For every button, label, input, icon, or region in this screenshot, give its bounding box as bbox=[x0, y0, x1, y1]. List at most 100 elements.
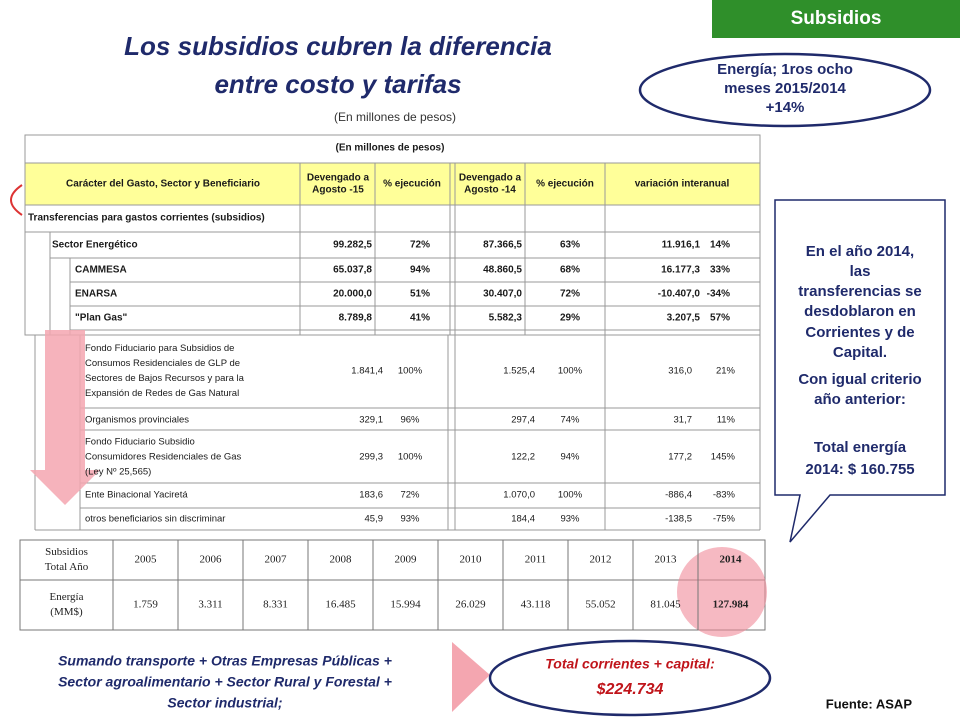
cell: 65.037,8 bbox=[333, 265, 372, 276]
cell: 316,0 bbox=[668, 366, 692, 377]
cell: 2007 bbox=[265, 554, 288, 566]
badge-box bbox=[712, 0, 960, 38]
row-label: Organismos provinciales bbox=[85, 415, 189, 426]
cell: Subsidios bbox=[45, 546, 88, 558]
cell: 183,6 bbox=[359, 490, 383, 501]
row-label: ENARSA bbox=[75, 289, 117, 300]
cell: 87.366,5 bbox=[483, 240, 522, 251]
cell: 184,4 bbox=[511, 514, 535, 525]
cell: -34% bbox=[707, 289, 730, 300]
header-cell: Carácter del Gasto, Sector y Beneficiari… bbox=[66, 179, 260, 190]
cell: 94% bbox=[560, 452, 580, 463]
header-cell: Devengado a bbox=[307, 173, 370, 184]
header-cell: Agosto -15 bbox=[312, 185, 364, 196]
highlight-circle bbox=[677, 547, 767, 637]
row-label: "Plan Gas" bbox=[75, 313, 128, 324]
title-line: Los subsidios cubren la diferencia bbox=[124, 31, 552, 61]
cell: 63% bbox=[560, 240, 580, 251]
cell: 8.331 bbox=[263, 599, 288, 611]
highlight-line: Energía; 1ros ocho bbox=[717, 61, 853, 78]
cell: 100% bbox=[558, 490, 583, 501]
cell: -83% bbox=[713, 490, 736, 501]
callout-line: 2014: $ 160.755 bbox=[805, 461, 914, 478]
cell: 68% bbox=[560, 265, 580, 276]
footer-line: Sumando transporte + Otras Empresas Públ… bbox=[58, 653, 392, 669]
cell: 2005 bbox=[135, 554, 158, 566]
cell: 122,2 bbox=[511, 452, 535, 463]
callout-line: En el año 2014, bbox=[806, 243, 914, 260]
cell: 93% bbox=[400, 514, 420, 525]
cell: 96% bbox=[400, 415, 420, 426]
row-label: Sector Energético bbox=[52, 240, 138, 251]
cell: 55.052 bbox=[585, 599, 615, 611]
cell: 16.177,3 bbox=[661, 265, 700, 276]
cell: 5.582,3 bbox=[489, 313, 523, 324]
row-label: Transferencias para gastos corrientes (s… bbox=[28, 213, 265, 224]
cell: -886,4 bbox=[665, 490, 692, 501]
cell: 100% bbox=[558, 366, 583, 377]
row-label: Sectores de Bajos Recursos y para la bbox=[85, 373, 245, 384]
table-top-grid bbox=[25, 163, 760, 335]
cell: 1.759 bbox=[133, 599, 158, 611]
callout-line: Con igual criterio bbox=[798, 371, 921, 388]
cell: 48.860,5 bbox=[483, 265, 522, 276]
cell: 20.000,0 bbox=[333, 289, 372, 300]
cell: Total Año bbox=[45, 561, 89, 573]
cell: 72% bbox=[560, 289, 580, 300]
cell: 299,3 bbox=[359, 452, 383, 463]
cell: 30.407,0 bbox=[483, 289, 522, 300]
down-arrow bbox=[30, 330, 100, 505]
cell: 41% bbox=[410, 313, 430, 324]
total-value: $224.734 bbox=[596, 681, 664, 698]
right-arrow bbox=[452, 642, 490, 712]
cell: 29% bbox=[560, 313, 580, 324]
cell: 81.045 bbox=[650, 599, 681, 611]
source: Fuente: ASAP bbox=[826, 696, 913, 711]
cell: 177,2 bbox=[668, 452, 692, 463]
cell: -75% bbox=[713, 514, 736, 525]
total-label: Total corrientes + capital: bbox=[545, 656, 714, 672]
cell: 51% bbox=[410, 289, 430, 300]
cell: 94% bbox=[410, 265, 430, 276]
cell: 8.789,8 bbox=[339, 313, 373, 324]
cell: 31,7 bbox=[674, 415, 693, 426]
cell: 3.311 bbox=[198, 599, 222, 611]
decor-arc bbox=[10, 184, 23, 216]
cell: 72% bbox=[410, 240, 430, 251]
row-label: Expansión de Redes de Gas Natural bbox=[85, 388, 239, 399]
header-cell: % ejecución bbox=[536, 179, 594, 190]
callout-line: Total energía bbox=[814, 439, 907, 456]
cell: 1.070,0 bbox=[503, 490, 535, 501]
cell: 2008 bbox=[330, 554, 353, 566]
callout-line: año anterior: bbox=[814, 391, 906, 408]
cell: 2012 bbox=[590, 554, 612, 566]
row-label: (Ley Nº 25,565) bbox=[85, 467, 151, 478]
callout-line: las bbox=[850, 263, 871, 280]
cell: 2006 bbox=[200, 554, 223, 566]
row-label: Fondo Fiduciario Subsidio bbox=[85, 437, 195, 448]
callout-line: Corrientes y de bbox=[805, 324, 914, 341]
cell: 11.916,1 bbox=[662, 240, 701, 251]
cell: 297,4 bbox=[511, 415, 535, 426]
callout-line: desdoblaron en bbox=[804, 303, 916, 320]
cell: 21% bbox=[716, 366, 736, 377]
row-label: Consumos Residenciales de GLP de bbox=[85, 358, 240, 369]
highlight-ellipse bbox=[638, 52, 932, 128]
row-label: Fondo Fiduciario para Subsidios de bbox=[85, 343, 234, 354]
total-ellipse bbox=[488, 639, 772, 717]
cell: 11% bbox=[717, 415, 736, 426]
cell: 2011 bbox=[525, 554, 547, 566]
cell: 1.841,4 bbox=[351, 366, 383, 377]
cell: Energía bbox=[49, 591, 83, 603]
units-note: (En millones de pesos) bbox=[334, 110, 456, 124]
header-cell: % ejecución bbox=[383, 179, 441, 190]
cell: 99.282,5 bbox=[333, 240, 372, 251]
cell: 26.029 bbox=[455, 599, 486, 611]
badge-text: Subsidios bbox=[791, 8, 882, 29]
footer-line: Sector industrial; bbox=[167, 695, 282, 711]
highlight-line: meses 2015/2014 bbox=[724, 80, 846, 97]
cell: 57% bbox=[710, 313, 730, 324]
table-years bbox=[19, 539, 766, 631]
cell: 1.525,4 bbox=[503, 366, 535, 377]
